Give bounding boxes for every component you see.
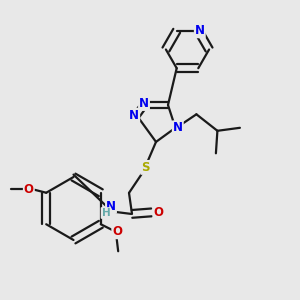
Text: N: N [195,24,205,37]
Text: H: H [101,208,110,218]
Text: O: O [112,225,122,238]
Text: N: N [106,200,116,213]
Text: O: O [24,183,34,196]
Text: N: N [139,97,149,110]
Text: N: N [173,121,183,134]
Text: O: O [153,206,164,219]
Text: N: N [129,109,139,122]
Text: S: S [141,161,150,174]
